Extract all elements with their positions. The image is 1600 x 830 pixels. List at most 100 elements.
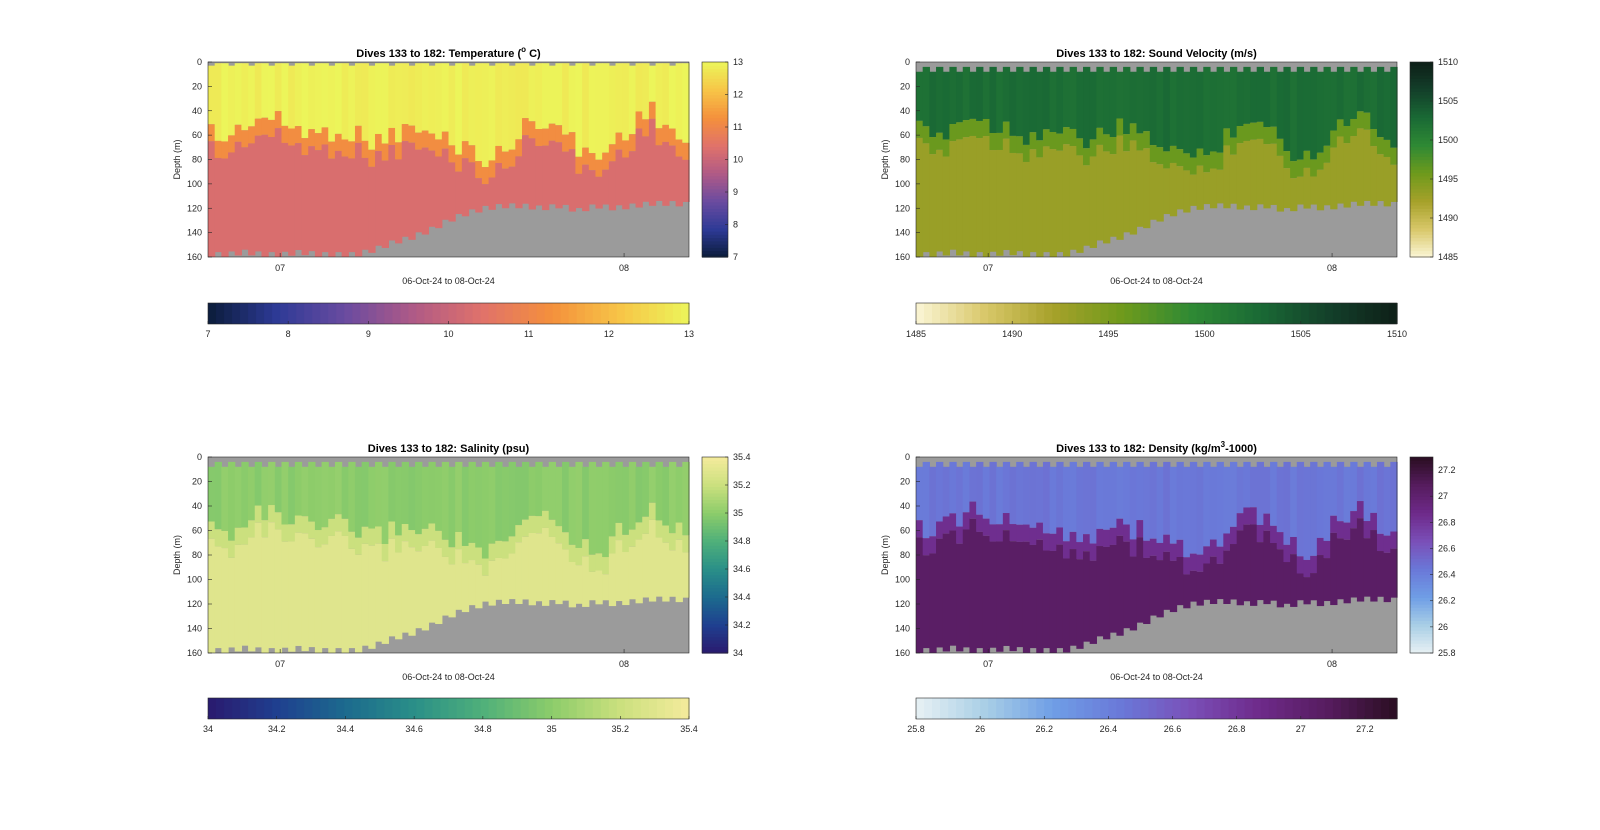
colorbar-segment <box>702 65 728 70</box>
data-column <box>1390 461 1398 598</box>
colorbar-segment <box>702 211 728 216</box>
deep-cell <box>521 536 530 600</box>
deep-cell <box>1036 539 1044 653</box>
surface-cell <box>976 461 984 515</box>
thermocline-cell <box>1323 145 1331 163</box>
colorbar-segment <box>702 162 728 167</box>
data-column <box>421 63 430 235</box>
data-column <box>996 466 1004 652</box>
data-column <box>1336 66 1345 204</box>
thermocline-cell <box>314 133 323 151</box>
thermocline-cell <box>1236 513 1244 531</box>
colorbar-segment <box>528 698 538 719</box>
deep-cell <box>381 160 389 248</box>
surface-cell <box>1303 466 1311 560</box>
surface-cell <box>996 466 1004 525</box>
data-column <box>1169 466 1178 613</box>
thermocline-cell <box>969 118 977 136</box>
colorbar-segment <box>702 205 728 209</box>
data-column <box>301 466 309 652</box>
deep-cell <box>1290 178 1298 212</box>
data-column <box>268 461 276 649</box>
deep-cell <box>1163 551 1171 610</box>
data-column <box>615 63 623 206</box>
colorbar-segment <box>1410 538 1433 543</box>
colorbar-tick-label: 26.2 <box>1036 724 1054 734</box>
thermocline-cell <box>441 539 450 557</box>
surface-cell <box>455 461 463 532</box>
y-tick-label: 100 <box>895 575 910 585</box>
deep-cell <box>228 152 236 252</box>
data-column <box>562 461 570 601</box>
panel-density: Dives 133 to 182: Density (kg/m3-1000)02… <box>880 440 1456 734</box>
thermocline-cell <box>628 529 637 547</box>
surface-cell <box>655 63 663 129</box>
colorbar-segment <box>1140 303 1150 324</box>
surface-cell <box>1076 71 1084 139</box>
data-column <box>1083 66 1091 246</box>
deep-cell <box>341 535 349 653</box>
surface-cell <box>274 63 283 112</box>
data-column <box>254 461 263 648</box>
colorbar-segment <box>1410 104 1433 109</box>
surface-cell <box>1022 466 1031 525</box>
surface-cell <box>622 63 630 141</box>
data-column <box>401 63 410 237</box>
deep-cell <box>969 518 977 653</box>
thermocline-cell <box>1229 526 1238 545</box>
colorbar-segment <box>1410 509 1433 514</box>
thermocline-cell <box>428 523 436 541</box>
colorbar-segment <box>702 584 728 589</box>
surface-cell <box>1209 466 1218 540</box>
colorbar-segment <box>702 525 728 530</box>
thermocline-cell <box>1376 533 1385 552</box>
colorbar-segment <box>702 156 728 161</box>
colorbar-segment <box>1410 250 1433 255</box>
data-column <box>575 461 583 604</box>
surface-cell <box>248 65 256 127</box>
colorbar-segment <box>964 303 973 324</box>
colorbar-tick-label: 10 <box>733 155 743 165</box>
colorbar-segment <box>1410 62 1433 66</box>
deep-cell <box>1056 150 1064 253</box>
colorbar-segment <box>702 594 728 599</box>
surface-cell <box>982 71 991 119</box>
x-tick-label: 08 <box>1327 263 1337 273</box>
deep-cell <box>582 556 590 607</box>
colorbar-segment <box>1188 698 1198 719</box>
deep-cell <box>1390 164 1398 202</box>
data-column <box>1049 71 1057 257</box>
colorbar-segment <box>304 698 313 719</box>
surface-cell <box>354 63 363 126</box>
colorbar-segment <box>1236 303 1246 324</box>
data-column <box>301 63 309 256</box>
colorbar-segment <box>702 149 728 154</box>
colorbar-segment <box>1380 303 1390 324</box>
surface-cell <box>241 461 249 528</box>
surface-cell <box>528 65 536 122</box>
data-column <box>1376 66 1385 202</box>
colorbar-segment <box>600 303 610 324</box>
surface-cell <box>348 461 356 532</box>
colorbar-tick-label: 7 <box>205 329 210 339</box>
thermocline-cell <box>1083 148 1091 166</box>
colorbar-segment <box>1410 88 1433 92</box>
thermocline-cell <box>435 530 443 548</box>
data-column <box>1022 466 1031 653</box>
data-column <box>1310 461 1318 601</box>
deep-cell <box>1049 149 1057 257</box>
data-column <box>475 63 483 213</box>
data-column <box>1069 461 1077 646</box>
thermocline-cell <box>1123 134 1131 152</box>
data-column <box>1216 66 1224 204</box>
colorbar-segment <box>216 698 225 719</box>
thermocline-cell <box>1109 137 1118 155</box>
deep-cell <box>375 151 383 246</box>
thermocline-cell <box>1189 157 1198 175</box>
deep-cell <box>448 162 456 222</box>
colorbar-segment <box>384 698 393 719</box>
surface-cell <box>1336 461 1345 522</box>
y-tick-label: 100 <box>895 179 910 189</box>
colorbar-segment <box>1410 620 1433 625</box>
